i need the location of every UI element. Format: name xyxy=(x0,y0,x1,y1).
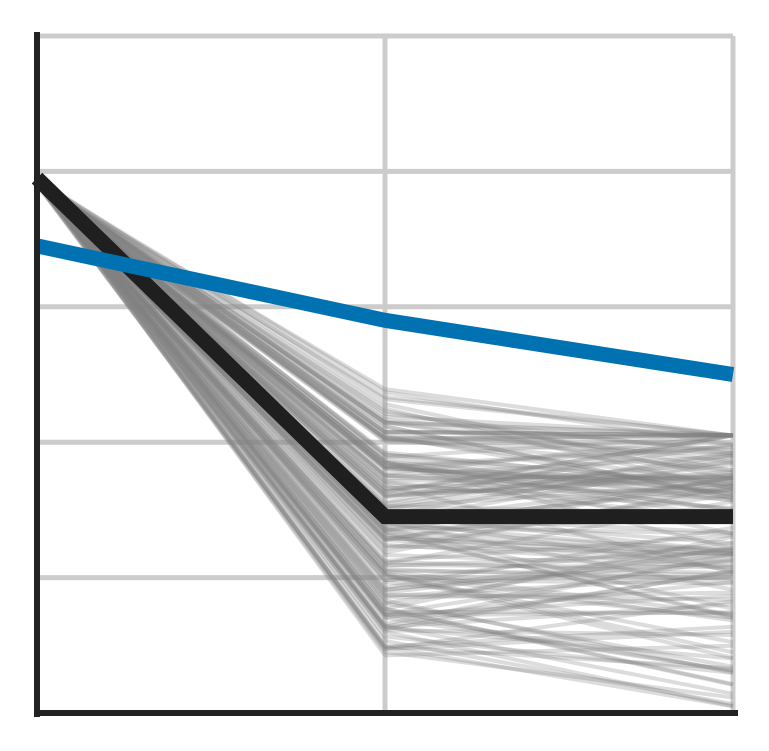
ensemble-line xyxy=(35,177,734,590)
ensemble-line xyxy=(35,179,734,481)
ensemble-line xyxy=(35,179,734,658)
ensemble-line xyxy=(35,181,734,618)
ensemble-line xyxy=(35,182,734,560)
ensemble-line xyxy=(35,177,734,651)
ensemble-line xyxy=(35,178,734,686)
ensemble-line xyxy=(35,179,734,629)
ensemble-line xyxy=(35,181,734,568)
ensemble-line xyxy=(35,181,734,456)
ensemble-line xyxy=(35,178,734,438)
series-line-median xyxy=(31,172,733,525)
ensemble-line xyxy=(35,183,734,637)
ensemble-line xyxy=(35,182,734,577)
ensemble-line xyxy=(35,180,734,675)
axes xyxy=(34,32,738,717)
ensemble-line xyxy=(35,178,734,438)
ensemble-line xyxy=(35,180,734,615)
ensemble-line xyxy=(35,177,734,438)
ensemble-line xyxy=(35,183,734,602)
ensemble-line xyxy=(35,176,734,564)
ensemble-line xyxy=(35,183,734,483)
ensemble-line xyxy=(35,180,734,502)
ensemble-line xyxy=(35,177,734,673)
ensemble-line xyxy=(35,177,734,675)
ensemble-line xyxy=(35,179,734,476)
ensemble-line xyxy=(35,180,734,616)
ensemble-line xyxy=(35,178,734,595)
ensemble-line xyxy=(35,178,734,707)
ensemble-line xyxy=(35,176,734,617)
ensemble-line xyxy=(35,183,734,470)
ensemble-line xyxy=(35,178,734,687)
ensemble-line xyxy=(35,178,734,673)
ensemble-line xyxy=(35,180,734,473)
ensemble-line xyxy=(35,177,734,623)
ensemble-line xyxy=(35,182,734,709)
ensemble-line xyxy=(35,178,734,617)
ensemble-line xyxy=(35,178,734,476)
ensemble-line xyxy=(35,182,734,438)
ensemble-line xyxy=(35,179,734,593)
ensemble-line xyxy=(35,180,734,481)
ensemble-line xyxy=(35,181,734,645)
ensemble-line xyxy=(35,178,734,569)
ensemble-line xyxy=(35,178,734,599)
ensemble-line xyxy=(35,178,734,447)
ensemble-line xyxy=(35,180,734,464)
ensemble-line xyxy=(35,182,734,570)
ensemble-line xyxy=(35,178,734,501)
ensemble-line xyxy=(35,182,734,600)
ensemble-line xyxy=(35,176,734,586)
ensemble-line xyxy=(35,179,734,492)
ensemble-line xyxy=(35,178,734,568)
ensemble-line xyxy=(35,182,734,652)
ensemble-line xyxy=(35,178,734,556)
ensemble-line xyxy=(35,176,734,627)
series-line-highlight xyxy=(35,238,735,382)
ensemble-line xyxy=(35,179,734,592)
ensemble-line xyxy=(35,181,734,453)
ensemble-line xyxy=(35,179,734,696)
ensemble-line xyxy=(35,178,734,551)
ensemble-line xyxy=(35,182,734,555)
ensemble-line xyxy=(35,180,734,632)
ensemble-line xyxy=(35,177,734,482)
grid-lines xyxy=(37,33,736,713)
ensemble-line xyxy=(35,178,734,661)
ensemble-line xyxy=(35,183,734,671)
ensemble-line xyxy=(35,182,734,576)
ensemble-line xyxy=(35,179,734,606)
ensemble-line xyxy=(35,181,734,582)
ensemble-line xyxy=(35,182,734,700)
ensemble-line xyxy=(35,179,734,438)
ensemble-line xyxy=(35,180,734,630)
ensemble-line xyxy=(35,179,734,620)
ensemble-line xyxy=(35,182,734,660)
series-lines xyxy=(31,172,735,525)
ensemble-line xyxy=(35,180,734,649)
ensemble-line xyxy=(35,183,734,553)
ensemble-line xyxy=(35,177,734,611)
ensemble-line xyxy=(35,181,734,438)
ensemble-line xyxy=(35,177,734,620)
ensemble-line xyxy=(35,182,734,669)
ensemble-line xyxy=(35,179,734,709)
ensemble-line xyxy=(35,177,734,583)
ensemble-line xyxy=(35,182,734,655)
